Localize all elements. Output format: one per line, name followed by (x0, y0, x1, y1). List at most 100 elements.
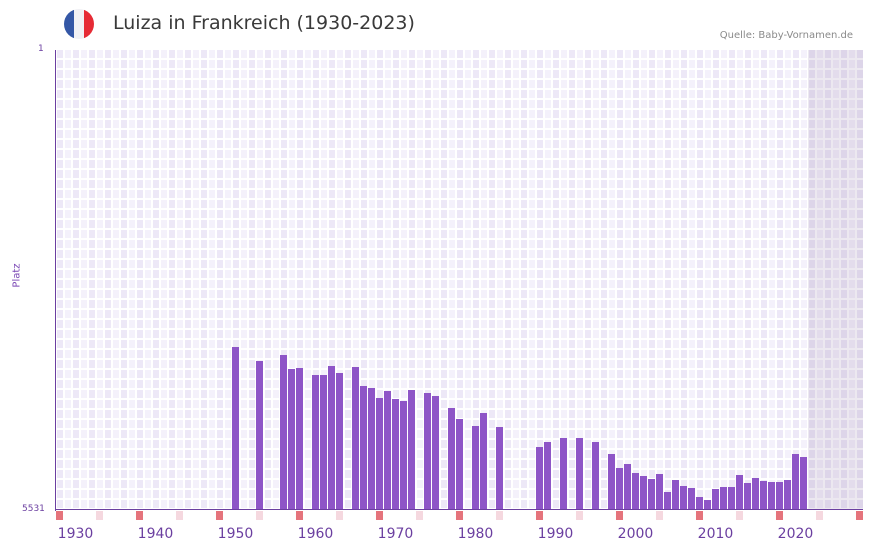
bar-2007[interactable] (688, 487, 695, 510)
flag-stripe-white (74, 9, 84, 39)
bar-2019[interactable] (784, 479, 791, 510)
half-decade-marker (816, 511, 823, 520)
bar-1970[interactable] (392, 398, 399, 510)
bar-2002[interactable] (648, 478, 655, 510)
decade-marker (136, 511, 143, 520)
half-decade-marker (736, 511, 743, 520)
bar-2018[interactable] (776, 481, 783, 510)
x-tick-1980: 1980 (457, 526, 494, 542)
bar-1969[interactable] (384, 390, 391, 510)
y-tick-bottom: 5531 (22, 504, 45, 514)
bar-1978[interactable] (456, 418, 463, 510)
decade-marker (376, 511, 383, 520)
decade-marker (776, 511, 783, 520)
bar-2017[interactable] (768, 481, 775, 510)
bar-1988[interactable] (536, 446, 543, 510)
bar-2001[interactable] (640, 475, 647, 510)
decade-marker (536, 511, 543, 520)
half-decade-marker (176, 511, 183, 520)
bar-1963[interactable] (336, 372, 343, 510)
half-decade-marker (256, 511, 263, 520)
decade-marker (56, 511, 63, 520)
half-decade-marker (336, 511, 343, 520)
x-tick-2010: 2010 (697, 526, 734, 542)
bar-2010[interactable] (712, 488, 719, 510)
france-flag-icon (64, 9, 94, 39)
flag-stripe-blue (64, 9, 74, 39)
bar-1965[interactable] (352, 367, 359, 510)
bar-1993[interactable] (576, 437, 583, 510)
bar-2004[interactable] (664, 491, 671, 510)
decade-marker (616, 511, 623, 520)
bar-2009[interactable] (704, 499, 711, 510)
future-shaded-region (808, 50, 863, 510)
x-tick-1990: 1990 (537, 526, 574, 542)
x-tick-1960: 1960 (297, 526, 334, 542)
bar-1950[interactable] (232, 346, 239, 510)
bar-1971[interactable] (400, 400, 407, 510)
source-credit: Quelle: Baby-Vornamen.de (719, 30, 853, 41)
decade-marker (856, 511, 863, 520)
decade-marker (296, 511, 303, 520)
bar-2016[interactable] (760, 480, 767, 510)
bar-1977[interactable] (448, 407, 455, 510)
bar-2006[interactable] (680, 485, 687, 510)
half-decade-marker (96, 511, 103, 520)
bar-1998[interactable] (616, 467, 623, 510)
bar-1972[interactable] (408, 389, 415, 510)
bar-1991[interactable] (560, 437, 567, 510)
x-tick-1930: 1930 (57, 526, 94, 542)
bar-2015[interactable] (752, 477, 759, 510)
x-tick-1940: 1940 (137, 526, 174, 542)
bar-1999[interactable] (624, 464, 631, 510)
bar-2020[interactable] (792, 453, 799, 510)
bar-1997[interactable] (608, 453, 615, 510)
y-axis-title: Platz (11, 263, 23, 288)
x-tick-1970: 1970 (377, 526, 414, 542)
x-tick-2000: 2000 (617, 526, 654, 542)
decade-marker (216, 511, 223, 520)
chart-title: Luiza in Frankreich (1930-2023) (113, 12, 415, 34)
bar-1961[interactable] (320, 374, 327, 510)
bar-2014[interactable] (744, 482, 751, 510)
x-tick-1950: 1950 (217, 526, 254, 542)
grid-background (57, 50, 863, 508)
decade-marker (696, 511, 703, 520)
bar-1960[interactable] (312, 374, 319, 510)
bar-2005[interactable] (672, 479, 679, 510)
bar-1957[interactable] (288, 369, 295, 510)
bar-1975[interactable] (432, 395, 439, 510)
bar-2008[interactable] (696, 496, 703, 510)
half-decade-marker (576, 511, 583, 520)
bar-1983[interactable] (496, 426, 503, 510)
bar-1980[interactable] (472, 425, 479, 510)
bar-2011[interactable] (720, 486, 727, 510)
bar-1995[interactable] (592, 441, 599, 510)
bar-1962[interactable] (328, 366, 335, 510)
bar-2000[interactable] (632, 472, 639, 510)
half-decade-marker (656, 511, 663, 520)
bar-1989[interactable] (544, 441, 551, 510)
bar-1967[interactable] (368, 387, 375, 510)
y-axis-line (55, 50, 56, 511)
bar-2021[interactable] (800, 456, 807, 510)
bar-1974[interactable] (424, 392, 431, 510)
plot-area (56, 50, 863, 510)
bar-2013[interactable] (736, 474, 743, 510)
x-axis-line (55, 509, 863, 510)
bar-1956[interactable] (280, 355, 287, 510)
x-tick-2020: 2020 (777, 526, 814, 542)
half-decade-marker (496, 511, 503, 520)
y-tick-top: 1 (38, 44, 44, 54)
decade-marker (456, 511, 463, 520)
decade-marker-row (56, 511, 864, 520)
flag-stripe-red (84, 9, 94, 39)
bar-2003[interactable] (656, 473, 663, 510)
half-decade-marker (416, 511, 423, 520)
bar-1966[interactable] (360, 385, 367, 510)
bar-1981[interactable] (480, 412, 487, 510)
bar-2012[interactable] (728, 486, 735, 510)
bar-1968[interactable] (376, 397, 383, 510)
bar-1953[interactable] (256, 361, 263, 510)
bar-1958[interactable] (296, 368, 303, 510)
